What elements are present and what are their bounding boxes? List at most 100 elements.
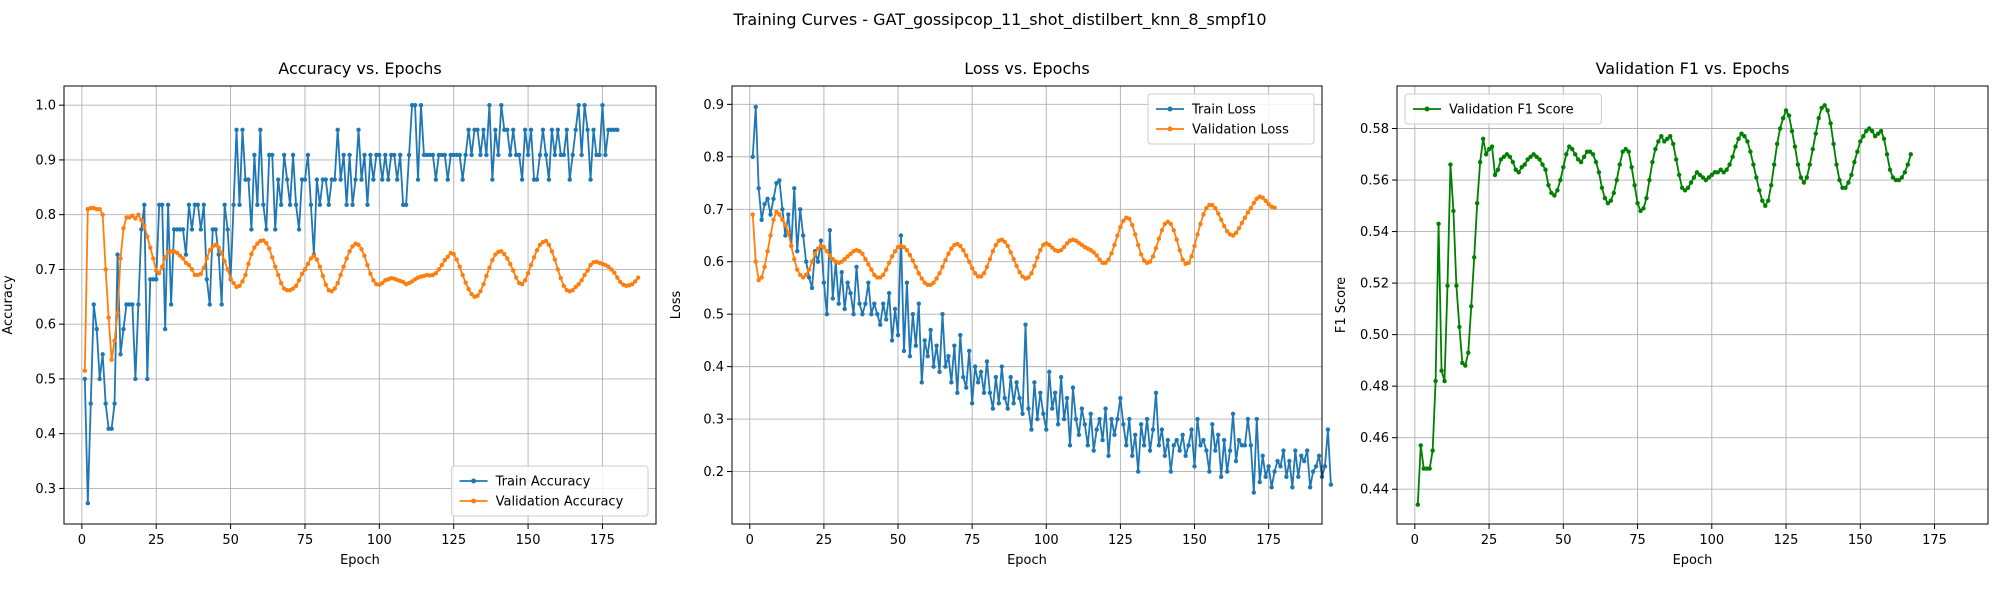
data-point <box>925 353 930 359</box>
data-point <box>869 311 874 317</box>
data-point <box>511 127 516 132</box>
data-point <box>264 227 269 232</box>
data-point <box>1127 216 1132 221</box>
data-point <box>1221 223 1227 229</box>
data-point <box>1540 162 1545 167</box>
data-point <box>1671 141 1676 147</box>
data-point <box>296 278 302 283</box>
data-point <box>591 127 596 132</box>
data-point <box>1020 411 1025 417</box>
data-point <box>786 212 791 217</box>
data-point <box>1026 275 1031 280</box>
data-point <box>1097 257 1102 262</box>
data-point <box>1233 230 1239 236</box>
data-point <box>136 212 141 217</box>
data-point <box>347 249 352 254</box>
legend-marker <box>1167 126 1173 132</box>
data-point <box>1691 175 1697 180</box>
data-point <box>237 202 242 208</box>
data-point <box>335 127 340 132</box>
data-point <box>1742 134 1747 139</box>
data-point <box>1748 149 1753 154</box>
legend-box <box>1147 93 1315 145</box>
data-point <box>1709 172 1715 178</box>
data-point <box>1543 167 1548 172</box>
data-point <box>1489 144 1495 149</box>
data-point <box>1272 205 1277 210</box>
data-point <box>525 152 531 158</box>
data-point <box>818 238 824 243</box>
data-point <box>534 177 540 182</box>
data-point <box>1451 208 1456 214</box>
data-point <box>1038 247 1043 253</box>
data-point <box>154 277 159 282</box>
data-point <box>1115 416 1120 422</box>
data-point <box>1466 350 1471 355</box>
data-point <box>475 293 480 298</box>
data-point <box>1679 185 1685 190</box>
data-point <box>1736 136 1741 142</box>
data-point <box>1236 225 1242 231</box>
data-point <box>964 385 969 390</box>
data-point <box>916 271 921 276</box>
data-point <box>576 102 581 108</box>
data-point <box>1819 105 1824 111</box>
data-point <box>969 401 975 406</box>
data-point <box>996 401 1002 406</box>
data-point <box>984 359 990 364</box>
data-point <box>1216 211 1221 216</box>
data-point <box>484 273 489 279</box>
data-point <box>1442 378 1447 384</box>
data-point <box>490 257 495 263</box>
y-axis-label: Accuracy <box>1 275 16 335</box>
y-tick-label: 0.54 <box>1360 225 1389 240</box>
data-point <box>1133 432 1138 438</box>
data-point <box>990 249 996 254</box>
data-point <box>812 251 818 257</box>
data-point <box>406 152 412 158</box>
data-point <box>931 364 936 369</box>
data-point <box>1186 443 1191 448</box>
data-point <box>1052 390 1058 396</box>
data-point <box>573 127 578 132</box>
data-point <box>326 202 331 208</box>
data-point <box>603 152 608 158</box>
data-point <box>314 177 320 182</box>
data-point <box>258 127 263 132</box>
data-point <box>508 152 513 158</box>
data-point <box>1210 202 1215 208</box>
data-point <box>1861 134 1866 139</box>
data-point <box>1905 162 1911 167</box>
data-point <box>546 177 552 182</box>
data-point <box>1620 149 1625 154</box>
data-point <box>157 271 162 276</box>
chart-3: 0 25 50 75 100 125 150 175 0.44 0.46 0.48 0.50 0.52 0… <box>1334 59 1989 568</box>
data-point <box>1706 175 1712 180</box>
data-point <box>1718 167 1723 172</box>
y-tick-label: 0.58 <box>1360 122 1389 137</box>
data-point <box>1299 453 1304 459</box>
legend-marker <box>471 478 477 484</box>
data-point <box>892 249 898 254</box>
data-point <box>329 289 334 294</box>
data-point <box>975 380 981 385</box>
data-point <box>800 233 806 238</box>
data-point <box>937 369 942 375</box>
data-point <box>765 249 770 254</box>
data-point <box>1106 453 1111 459</box>
data-point <box>142 223 147 228</box>
data-point <box>806 275 812 280</box>
data-point <box>1825 108 1830 113</box>
y-tick-label: 0.8 <box>703 150 724 165</box>
data-point <box>273 264 278 269</box>
data-point <box>552 257 558 262</box>
data-point <box>1890 175 1896 180</box>
data-point <box>803 272 809 278</box>
data-point <box>1641 206 1646 211</box>
data-point <box>768 212 773 217</box>
data-point <box>1094 427 1099 432</box>
data-point <box>854 264 859 270</box>
data-point <box>216 245 221 250</box>
data-point <box>1828 121 1833 126</box>
data-point <box>1751 162 1756 167</box>
